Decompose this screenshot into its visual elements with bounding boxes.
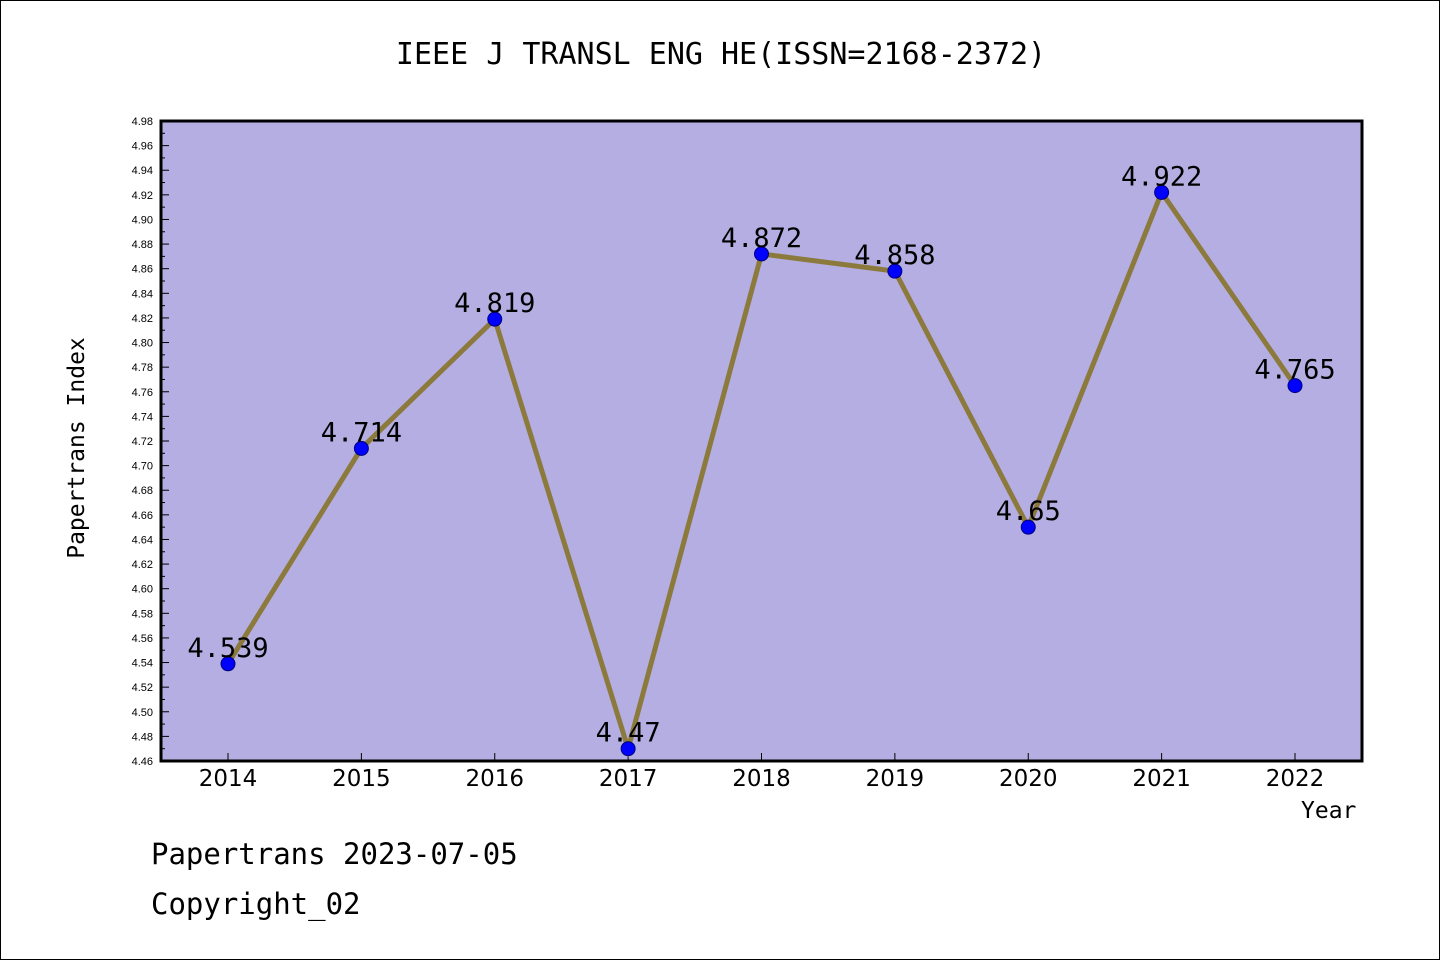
y-tick-label: 4.84 [132, 288, 153, 300]
plot-border [159, 119, 1364, 763]
data-label: 4.65 [996, 496, 1061, 527]
data-label: 4.765 [1254, 355, 1335, 386]
y-tick-label: 4.46 [132, 756, 153, 768]
y-tick-label: 4.80 [132, 338, 153, 350]
data-point [1020, 519, 1036, 535]
data-label: 4.858 [854, 240, 935, 271]
y-tick-label: 4.88 [132, 239, 153, 251]
y-tick-label: 4.48 [132, 731, 153, 743]
x-tick-label: 2019 [866, 766, 925, 792]
data-label: 4.922 [1121, 161, 1202, 192]
y-tick-label: 4.66 [132, 510, 153, 522]
x-tick-label: 2018 [732, 766, 791, 792]
data-label: 4.872 [721, 223, 802, 254]
y-tick-label: 4.86 [132, 264, 153, 276]
y-tick-label: 4.68 [132, 485, 153, 497]
data-point [1287, 378, 1303, 394]
data-point [487, 311, 503, 327]
data-point [220, 656, 236, 672]
y-tick-label: 4.92 [132, 190, 153, 202]
data-point [754, 246, 769, 262]
data-label: 4.819 [454, 288, 535, 319]
data-point [887, 263, 903, 279]
x-tick-label: 2020 [999, 766, 1058, 792]
y-tick-label: 4.62 [132, 559, 153, 571]
data-point [620, 741, 636, 757]
y-tick-label: 4.58 [132, 608, 153, 620]
x-tick-label: 2014 [199, 766, 258, 792]
data-label: 4.539 [187, 633, 268, 664]
y-axis-label: Papertrans Index [64, 337, 90, 559]
y-tick-label: 4.78 [132, 362, 153, 374]
y-tick-label: 4.64 [132, 534, 153, 546]
y-tick-label: 4.72 [132, 436, 153, 448]
y-tick-label: 4.96 [132, 141, 153, 153]
x-tick-label: 2021 [1132, 766, 1191, 792]
x-axis-label: Year [1301, 798, 1357, 824]
data-label: 4.47 [596, 718, 661, 749]
y-tick-label: 4.54 [132, 658, 153, 670]
data-label: 4.714 [321, 417, 402, 448]
y-tick-label: 4.76 [132, 387, 153, 399]
x-tick-label: 2015 [332, 766, 391, 792]
footer-copyright: Copyright_02 [151, 887, 361, 921]
data-point [1154, 184, 1170, 200]
y-tick-label: 4.98 [132, 116, 153, 128]
x-tick-label: 2016 [465, 766, 524, 792]
y-tick-label: 4.60 [132, 584, 153, 596]
y-tick-label: 4.50 [132, 707, 153, 719]
y-tick-label: 4.74 [132, 411, 153, 423]
y-tick-label: 4.56 [132, 633, 153, 645]
x-tick-label: 2017 [599, 766, 658, 792]
y-tick-label: 4.94 [132, 165, 153, 177]
y-tick-label: 4.82 [132, 313, 153, 325]
x-tick-label: 2022 [1266, 766, 1325, 792]
data-point [353, 440, 369, 456]
y-tick-label: 4.70 [132, 461, 153, 473]
chart-title: IEEE J TRANSL ENG HE(ISSN=2168-2372) [395, 37, 1047, 72]
y-tick-label: 4.52 [132, 682, 153, 694]
y-tick-label: 4.90 [132, 214, 153, 226]
footer-date: Papertrans 2023-07-05 [151, 837, 518, 871]
